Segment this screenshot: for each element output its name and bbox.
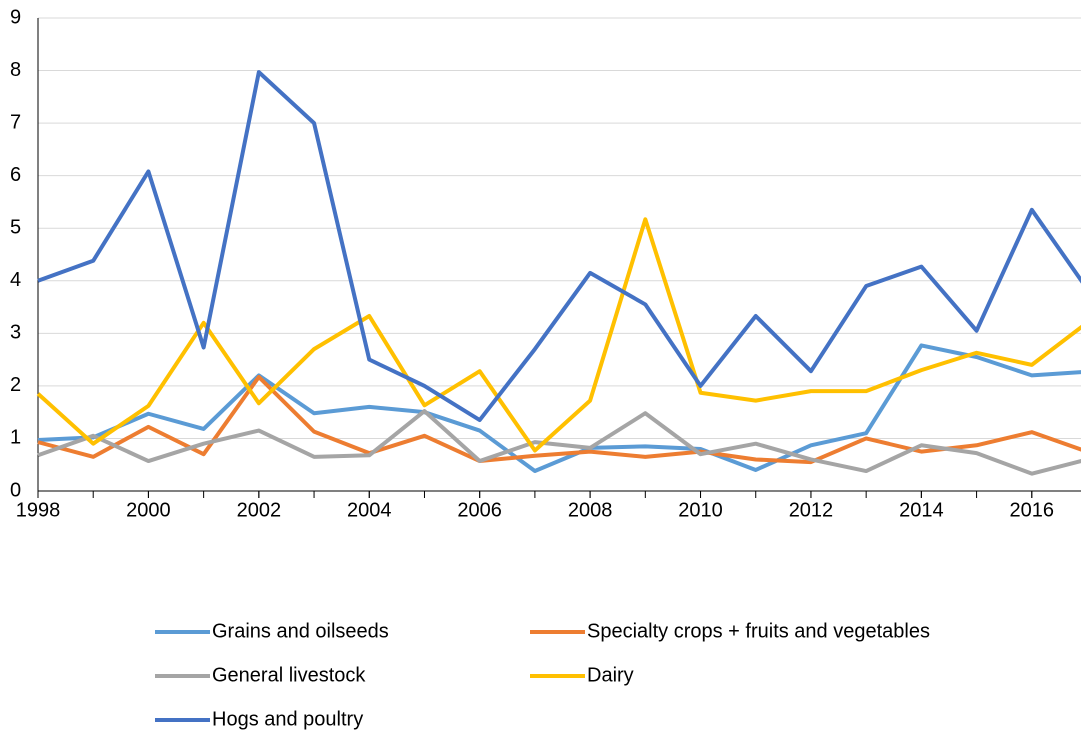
x-tick-label: 2000 bbox=[126, 499, 171, 521]
y-tick-label: 4 bbox=[10, 269, 21, 291]
legend-label: Grains and oilseeds bbox=[212, 620, 389, 642]
x-tick-label: 2012 bbox=[789, 499, 834, 521]
legend-label: Specialty crops + fruits and vegetables bbox=[587, 620, 930, 642]
x-tick-label: 2016 bbox=[1010, 499, 1055, 521]
x-tick-label: 2010 bbox=[678, 499, 723, 521]
x-tick-label: 2004 bbox=[347, 499, 392, 521]
y-tick-label: 8 bbox=[10, 59, 21, 81]
series-line bbox=[37, 409, 1081, 476]
y-tick-label: 3 bbox=[10, 322, 21, 344]
series-line bbox=[37, 374, 1081, 465]
x-tick-label: 2008 bbox=[568, 499, 613, 521]
y-tick-label: 6 bbox=[10, 164, 21, 186]
x-tick-label: 2002 bbox=[237, 499, 282, 521]
legend-label: General livestock bbox=[212, 664, 366, 686]
y-tick-label: 5 bbox=[10, 217, 21, 239]
legend-label: Hogs and poultry bbox=[212, 708, 363, 730]
x-tick-label: 2014 bbox=[899, 499, 944, 521]
y-tick-label: 9 bbox=[10, 6, 21, 28]
x-tick-label: 1998 bbox=[16, 499, 61, 521]
y-tick-label: 7 bbox=[10, 111, 21, 133]
y-tick-label: 0 bbox=[10, 479, 21, 501]
x-tick-label: 2006 bbox=[457, 499, 502, 521]
y-tick-label: 2 bbox=[10, 374, 21, 396]
series-line bbox=[37, 343, 1081, 474]
legend-label: Dairy bbox=[587, 664, 634, 686]
series-line bbox=[37, 70, 1081, 423]
series-line bbox=[36, 217, 1081, 453]
y-tick-label: 1 bbox=[10, 427, 21, 449]
